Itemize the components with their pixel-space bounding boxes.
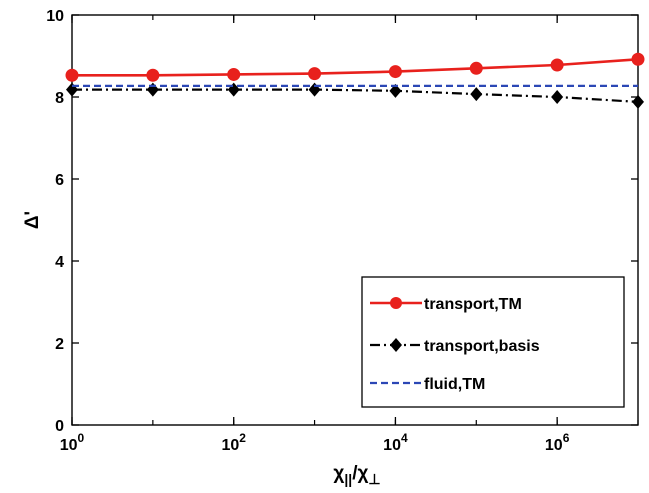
legend-box [361, 276, 625, 408]
data-point [470, 87, 483, 102]
data-point [632, 94, 644, 109]
data-point [551, 90, 564, 104]
series-line-0 [72, 58, 639, 77]
legend-marker [390, 338, 402, 352]
data-point [65, 68, 79, 82]
legend-label-2: fluid,TM [424, 376, 485, 393]
legend-label-0: transport,TM [424, 296, 522, 313]
data-point [227, 67, 241, 81]
legend: transport,TM transport,basis fluid,TM [361, 276, 625, 408]
data-point [631, 52, 645, 66]
y-axis-label: Δ' [22, 211, 43, 229]
y-tick-label: 2 [55, 336, 64, 353]
data-point [388, 65, 402, 79]
x-axis-label: χ||/χ⊥ [333, 463, 380, 487]
x-tick-label: 100 [60, 431, 85, 454]
series-line-1 [72, 88, 639, 103]
y-tick-label: 8 [55, 90, 64, 107]
data-point [146, 68, 160, 82]
series-layer [65, 52, 645, 109]
x-tick-label: 106 [545, 431, 570, 454]
y-tick-label: 0 [55, 418, 64, 435]
ticks-layer: 0 2 4 6 8 10 100 102 104 106 [46, 8, 639, 454]
x-tick-label: 102 [221, 431, 246, 454]
y-tick-label: 4 [55, 254, 64, 271]
y-tick-label: 6 [55, 172, 64, 189]
x-tick-label: 104 [383, 431, 408, 454]
data-point [389, 83, 402, 98]
data-point [469, 61, 483, 75]
y-tick-label: 10 [46, 8, 64, 25]
legend-label-1: transport,basis [424, 338, 540, 355]
data-point [550, 58, 564, 72]
data-point [308, 67, 322, 81]
legend-marker [390, 297, 402, 309]
